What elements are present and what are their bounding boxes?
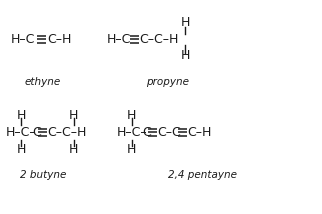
Text: C–H: C–H — [47, 33, 71, 46]
Text: H: H — [17, 109, 26, 122]
Text: H–C–: H–C– — [116, 126, 147, 139]
Text: C–H: C–H — [187, 126, 212, 139]
Text: propyne: propyne — [146, 77, 189, 87]
Text: H–C–: H–C– — [6, 126, 37, 139]
Text: 2,4 pentayne: 2,4 pentayne — [168, 169, 237, 180]
Text: H: H — [69, 109, 78, 122]
Text: H: H — [181, 49, 190, 62]
Text: C: C — [32, 126, 41, 139]
Text: H: H — [127, 143, 136, 156]
Text: 2 butyne: 2 butyne — [20, 169, 66, 180]
Text: H–C: H–C — [11, 33, 35, 46]
Text: H: H — [69, 143, 78, 156]
Text: ethyne: ethyne — [25, 77, 61, 87]
Text: C–C–H: C–C–H — [47, 126, 87, 139]
Text: C–C: C–C — [157, 126, 181, 139]
Text: H: H — [127, 109, 136, 122]
Text: C: C — [142, 126, 151, 139]
Text: H: H — [181, 16, 190, 29]
Text: H–C: H–C — [107, 33, 131, 46]
Text: C–C–H: C–C–H — [140, 33, 179, 46]
Text: H: H — [17, 143, 26, 156]
